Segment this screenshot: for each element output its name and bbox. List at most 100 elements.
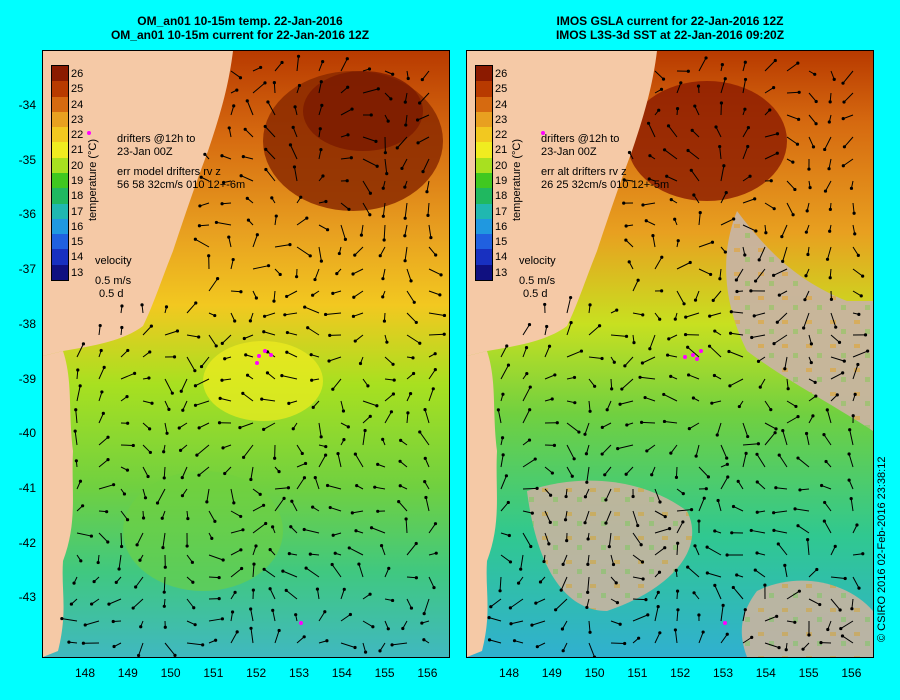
velocity-arrow-head — [687, 373, 691, 377]
velocity-arrow — [632, 614, 648, 622]
y-tick-label: -34 — [18, 98, 36, 112]
velocity-arrow-head — [525, 371, 529, 376]
velocity-arrow-head — [725, 553, 729, 557]
x-tick-label: 150 — [160, 666, 181, 680]
velocity-arrow-head — [192, 606, 196, 610]
velocity-arrow-head — [198, 204, 202, 208]
velocity-arrow-head — [387, 566, 391, 570]
velocity-arrow — [654, 547, 666, 556]
velocity-arrow — [670, 444, 678, 454]
colorbar-label: 18 — [71, 190, 84, 203]
velocity-arrow — [354, 453, 364, 468]
velocity-arrow — [619, 400, 634, 405]
velocity-arrow — [428, 312, 445, 316]
velocity-arrow — [318, 81, 322, 94]
velocity-arrow-head — [509, 622, 513, 626]
velocity-arrow — [284, 312, 298, 316]
velocity-arrow-head — [535, 645, 539, 649]
velocity-arrow-head — [438, 293, 442, 297]
velocity-arrow-head — [615, 308, 619, 312]
velocity-arrow — [181, 466, 188, 478]
velocity-arrow-head — [297, 83, 302, 88]
velocity-arrow-head — [161, 546, 165, 550]
velocity-arrow-head — [210, 536, 214, 540]
velocity-arrow-head — [306, 326, 310, 330]
velocity-arrow-head — [345, 57, 349, 61]
velocity-arrow-head — [728, 384, 732, 388]
velocity-arrow-head — [283, 313, 287, 317]
velocity-arrow-head — [631, 494, 635, 499]
velocity-arrow — [362, 136, 377, 142]
x-tick-label: 154 — [331, 666, 352, 680]
left-drifters-line1: drifters @12h to — [117, 133, 196, 145]
velocity-arrow — [852, 350, 868, 358]
velocity-arrow-head — [403, 216, 407, 220]
velocity-arrow-head — [172, 355, 177, 359]
velocity-arrow-head — [813, 72, 817, 76]
velocity-arrow-head — [386, 119, 390, 123]
velocity-arrow-head — [231, 257, 235, 262]
velocity-arrow — [261, 398, 276, 402]
velocity-arrow — [230, 510, 241, 517]
velocity-arrow-head — [679, 81, 683, 85]
velocity-arrow-head — [612, 360, 616, 364]
velocity-arrow — [830, 356, 845, 362]
velocity-arrow-head — [193, 237, 197, 241]
velocity-arrow-head — [548, 520, 552, 524]
velocity-arrow-head — [319, 259, 323, 263]
velocity-arrow — [840, 620, 854, 629]
velocity-arrow-head — [682, 302, 686, 306]
velocity-arrow-head — [320, 103, 324, 107]
velocity-arrow-head — [324, 199, 328, 204]
velocity-arrow-head — [746, 434, 750, 439]
velocity-arrow-head — [569, 321, 573, 325]
velocity-arrow-head — [743, 608, 747, 612]
x-tick-label: 154 — [755, 666, 776, 680]
velocity-arrow-head — [638, 375, 642, 379]
colorbar-label: 25 — [495, 83, 508, 96]
velocity-arrow-head — [431, 387, 435, 391]
velocity-arrow-head — [669, 451, 673, 455]
velocity-arrow-head — [220, 202, 224, 206]
velocity-arrow — [808, 136, 814, 148]
colorbar-label: 24 — [71, 98, 84, 111]
velocity-arrow-head — [311, 505, 315, 509]
velocity-arrow-head — [345, 179, 349, 183]
velocity-arrow-head — [333, 551, 337, 555]
velocity-arrow — [566, 297, 572, 314]
velocity-arrow-head — [777, 453, 781, 457]
velocity-arrow-head — [644, 597, 648, 602]
velocity-arrow-head — [504, 474, 509, 478]
colorbar-label: 15 — [71, 236, 84, 249]
velocity-arrow-head — [289, 525, 293, 529]
velocity-arrow-head — [285, 294, 289, 299]
velocity-arrow-head — [675, 589, 680, 593]
velocity-arrow-head — [716, 498, 720, 503]
velocity-arrow-head — [624, 472, 628, 476]
right-title-line1: IMOS GSLA current for 22-Jan-2016 12Z — [556, 14, 784, 28]
velocity-arrow-head — [442, 332, 446, 336]
velocity-arrow-head — [262, 567, 266, 571]
velocity-arrow-head — [426, 213, 430, 217]
velocity-arrow-head — [827, 120, 831, 124]
velocity-arrow-head — [412, 300, 416, 304]
velocity-arrow-head — [774, 486, 778, 490]
velocity-arrow-head — [724, 190, 728, 195]
colorbar-swatch — [52, 203, 68, 219]
velocity-arrow-head — [794, 404, 798, 409]
velocity-arrow-head — [398, 484, 402, 488]
velocity-arrow-head — [432, 585, 436, 590]
velocity-arrow-head — [271, 608, 275, 612]
velocity-arrow — [764, 615, 777, 622]
velocity-arrow-head — [535, 486, 539, 490]
velocity-arrow — [522, 458, 536, 468]
velocity-arrow-head — [796, 524, 800, 528]
velocity-arrow — [500, 502, 509, 512]
velocity-arrow-head — [346, 133, 350, 137]
velocity-arrow-head — [323, 610, 327, 614]
right-drifters — [541, 131, 727, 625]
velocity-arrow — [182, 400, 188, 411]
colorbar-swatch — [52, 66, 68, 82]
velocity-arrow — [281, 375, 298, 380]
velocity-arrow-head — [197, 224, 202, 228]
